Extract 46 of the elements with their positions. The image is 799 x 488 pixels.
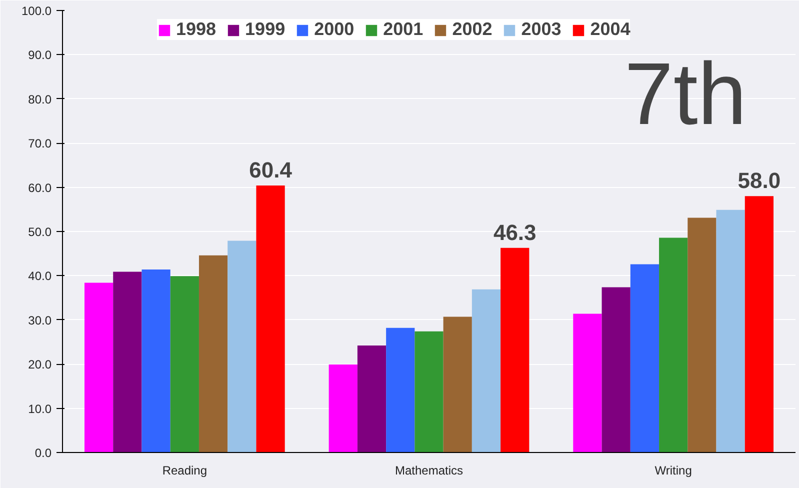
bar [228, 240, 256, 452]
bar [472, 289, 501, 452]
annotation: 7th [624, 44, 747, 144]
legend-label: 2001 [383, 19, 424, 40]
legend-label: 2000 [314, 19, 354, 40]
legend-label: 1998 [176, 19, 216, 40]
bar [659, 238, 688, 452]
x-tick-label: Mathematics [394, 464, 464, 478]
x-tick-label: Reading [162, 464, 208, 478]
data-label: 60.4 [249, 158, 293, 183]
bar [170, 276, 199, 452]
bar [113, 272, 142, 452]
bar [602, 287, 630, 452]
bar [630, 264, 660, 452]
bar [414, 331, 444, 452]
legend-label: 1999 [245, 19, 286, 40]
legend-label: 2003 [521, 19, 562, 40]
y-tick-label: 90.0 [28, 48, 52, 62]
y-tick-label: 20.0 [28, 358, 52, 372]
bar [716, 210, 745, 452]
x-tick-label: Writing [654, 464, 692, 478]
y-tick-label: 0.0 [34, 446, 52, 460]
legend-label: 2004 [590, 19, 630, 40]
bar [443, 316, 472, 452]
bar [84, 282, 114, 452]
data-label: 58.0 [738, 168, 781, 194]
bar [198, 255, 228, 452]
y-tick-label: 60.0 [28, 180, 52, 195]
bar [142, 270, 170, 452]
bar [357, 346, 386, 452]
y-tick-label: 40.0 [28, 269, 52, 284]
y-tick-label: 30.0 [28, 313, 52, 328]
bar [386, 328, 415, 452]
bar [328, 364, 358, 452]
y-tick-label: 70.0 [28, 136, 52, 151]
y-tick-label: 80.0 [28, 92, 52, 106]
y-tick-label: 100.0 [21, 4, 52, 18]
bar [688, 218, 716, 452]
legend-label: 2002 [452, 19, 492, 40]
bar [573, 314, 602, 452]
bar [256, 186, 285, 452]
y-tick-label: 50.0 [28, 225, 52, 239]
data-label: 46.3 [493, 220, 536, 245]
bar [744, 196, 774, 452]
y-tick-label: 10.0 [28, 402, 52, 416]
bar [500, 248, 530, 452]
